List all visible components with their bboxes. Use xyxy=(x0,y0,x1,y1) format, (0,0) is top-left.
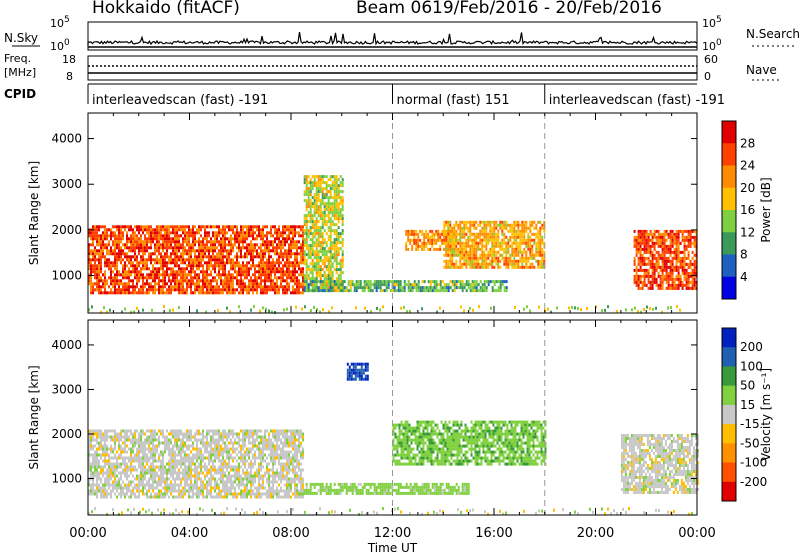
power-region xyxy=(303,280,508,293)
power-region xyxy=(633,229,698,290)
y-tick-label: 4000 xyxy=(51,338,82,352)
x-tick-label: 12:00 xyxy=(374,526,411,541)
colorbar-tick-label: 28 xyxy=(740,136,755,150)
power-region xyxy=(303,175,344,293)
colorbar-swatch xyxy=(722,385,736,406)
velocity-region xyxy=(303,482,470,495)
nsearch-tick-low: 100 xyxy=(702,38,722,53)
station-title: Hokkaido (fitACF) xyxy=(92,0,240,18)
x-tick-label: 16:00 xyxy=(475,526,512,541)
colorbar-tick-label: 4 xyxy=(740,270,748,284)
colorbar-swatch xyxy=(722,347,736,367)
y-tick-label: 1000 xyxy=(51,269,82,283)
colorbar-swatch xyxy=(722,165,736,189)
colorbar-tick-label: 24 xyxy=(740,159,755,173)
colorbar-tick-label: 16 xyxy=(740,203,755,217)
freq-tick-low: 8 xyxy=(66,70,73,83)
colorbar-tick-label: -15 xyxy=(740,417,760,431)
colorbar-swatch xyxy=(722,143,736,166)
power-heatmap xyxy=(88,175,698,314)
nsearch-label: N.Search xyxy=(746,27,800,41)
velocity-region xyxy=(346,362,369,381)
colorbar-swatch xyxy=(722,481,736,502)
nsearch-tick-high: 105 xyxy=(702,15,722,30)
nave-label: Nave xyxy=(746,63,777,77)
freq-unit: [MHz] xyxy=(4,66,36,79)
x-axis-label: Time UT xyxy=(367,541,418,554)
velocity-region xyxy=(392,420,547,466)
colorbar-swatch xyxy=(722,424,736,444)
y-tick-label: 3000 xyxy=(51,177,82,191)
nsky-label: N.Sky xyxy=(4,31,38,45)
colorbar-tick-label: 12 xyxy=(740,225,755,239)
colorbar-swatch xyxy=(722,443,736,464)
x-tick-label: 04:00 xyxy=(171,526,208,541)
nsky-tick-low: 100 xyxy=(50,38,70,53)
colorbar-tick-label: 50 xyxy=(740,379,755,393)
colorbar-swatch xyxy=(722,366,736,387)
colorbar-tick-label: 8 xyxy=(740,248,748,262)
y-axis-label: Slant Range [km] xyxy=(27,365,41,469)
colorbar-swatch xyxy=(722,254,736,278)
nave-tick-high: 60 xyxy=(704,53,718,66)
velocity-region xyxy=(620,434,699,494)
colorbar-swatch xyxy=(722,232,736,255)
power-region xyxy=(88,225,304,295)
colorbar-frame xyxy=(721,120,737,300)
nsky-panel-frame xyxy=(87,21,698,51)
beam-label: Beam 06 xyxy=(356,0,433,18)
nsky-tick-high: 105 xyxy=(50,15,70,30)
colorbar-tick-label: 20 xyxy=(740,181,755,195)
colorbar-tick-label: 200 xyxy=(740,340,763,354)
x-tick-label: 08:00 xyxy=(272,526,309,541)
colorbar-swatch xyxy=(722,121,736,144)
colorbar-swatch xyxy=(722,210,736,233)
velocity-region xyxy=(88,429,304,499)
colorbar-swatch xyxy=(722,276,736,300)
cpid-segment-label: interleavedscan (fast) -191 xyxy=(92,93,268,108)
colorbar-tick-label: -100 xyxy=(740,456,767,470)
y-tick-label: 3000 xyxy=(51,382,82,396)
colorbar-tick-label: 100 xyxy=(740,359,763,373)
freq-tick-high: 18 xyxy=(62,53,76,66)
colorbar-tick-label: -50 xyxy=(740,436,760,450)
cpid-segment-label: interleavedscan (fast) -191 xyxy=(549,93,725,108)
colorbar-tick-label: -200 xyxy=(740,475,767,489)
cpid-segment-label: normal (fast) 151 xyxy=(397,93,510,108)
x-tick-label: 00:00 xyxy=(678,526,715,541)
date-range: 19/Feb/2016 - 20/Feb/2016 xyxy=(432,0,662,18)
y-tick-label: 4000 xyxy=(51,132,82,146)
freq-panel-frame xyxy=(87,55,698,81)
nave-tick-low: 0 xyxy=(704,70,711,83)
colorbar-label: Power [dB] xyxy=(759,177,773,242)
colorbar-swatch xyxy=(722,187,736,211)
y-tick-label: 2000 xyxy=(51,427,82,441)
nsky-trace xyxy=(87,32,698,46)
colorbar-swatch xyxy=(722,404,736,425)
x-tick-label: 20:00 xyxy=(577,526,614,541)
colorbar-frame xyxy=(721,327,737,502)
y-tick-label: 1000 xyxy=(51,471,82,485)
colorbar-swatch xyxy=(722,462,736,483)
colorbar-label: Velocity [m s⁻¹] xyxy=(759,368,773,461)
colorbar-swatch xyxy=(722,328,736,348)
cpid-label: CPID xyxy=(4,87,36,101)
y-axis-label: Slant Range [km] xyxy=(27,161,41,265)
velocity-heatmap xyxy=(88,362,699,516)
y-tick-label: 2000 xyxy=(51,223,82,237)
colorbar-tick-label: 15 xyxy=(740,398,755,412)
freq-label: Freq. xyxy=(4,52,31,65)
x-tick-label: 00:00 xyxy=(69,526,106,541)
power-region xyxy=(443,220,546,269)
